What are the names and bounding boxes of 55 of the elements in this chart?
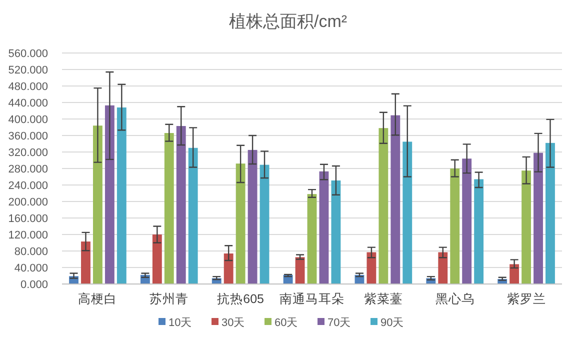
y-tick-label: 80.000 — [14, 246, 48, 258]
legend-label: 10天 — [168, 317, 192, 329]
y-tick-label: 320.000 — [8, 147, 48, 159]
bar — [104, 105, 114, 284]
y-tick-label: 240.000 — [8, 180, 48, 192]
bar — [81, 242, 90, 284]
x-tick-label: 紫罗兰 — [506, 292, 546, 306]
bar — [378, 128, 388, 284]
bar — [164, 133, 174, 284]
bar — [248, 150, 258, 284]
y-tick-label: 560.000 — [8, 48, 48, 60]
bar — [176, 126, 186, 284]
bar — [236, 164, 246, 284]
bar — [93, 126, 102, 284]
x-tick-label: 黑心乌 — [435, 291, 474, 306]
x-tick-label: 苏州青 — [150, 292, 189, 306]
legend-label: 60天 — [274, 317, 298, 329]
x-tick-label: 高梗白 — [78, 291, 118, 306]
y-tick-label: 360.000 — [8, 130, 48, 142]
y-tick-label: 280.000 — [8, 164, 48, 176]
chart-title: 植株总面积/cm² — [228, 12, 348, 31]
bar — [510, 264, 520, 284]
bar — [438, 252, 448, 284]
x-tick-label: 南通马耳朵 — [280, 292, 344, 306]
y-tick-label: 160.000 — [8, 213, 48, 225]
legend-label: 70天 — [328, 317, 351, 329]
bar — [450, 168, 460, 284]
x-tick-label: 抗热605 — [217, 292, 264, 306]
bar — [534, 152, 543, 284]
x-tick-label: 紫菜薹 — [364, 292, 403, 306]
legend-label: 30天 — [222, 317, 245, 329]
y-tick-label: 400.000 — [8, 114, 48, 126]
bar — [224, 253, 234, 284]
bar — [546, 142, 555, 284]
bar — [331, 180, 341, 284]
bar — [402, 142, 412, 284]
y-tick-label: 480.000 — [8, 81, 48, 93]
y-tick-label: 120.000 — [8, 230, 48, 242]
bar — [319, 171, 329, 284]
bar — [116, 107, 126, 284]
bar — [390, 115, 400, 284]
bar — [522, 170, 531, 284]
bar — [152, 234, 162, 284]
legend-label: 90天 — [380, 317, 404, 329]
y-tick-label: 200.000 — [8, 196, 48, 208]
y-tick-label: 0.000 — [20, 279, 48, 291]
bar — [307, 194, 317, 284]
bar — [462, 158, 472, 284]
y-tick-label: 40.000 — [14, 262, 48, 274]
bar — [188, 148, 198, 284]
y-tick-label: 440.000 — [8, 98, 48, 110]
bar — [366, 252, 376, 284]
bar — [474, 179, 484, 284]
y-tick-label: 520.000 — [8, 64, 48, 76]
bar — [260, 164, 270, 284]
